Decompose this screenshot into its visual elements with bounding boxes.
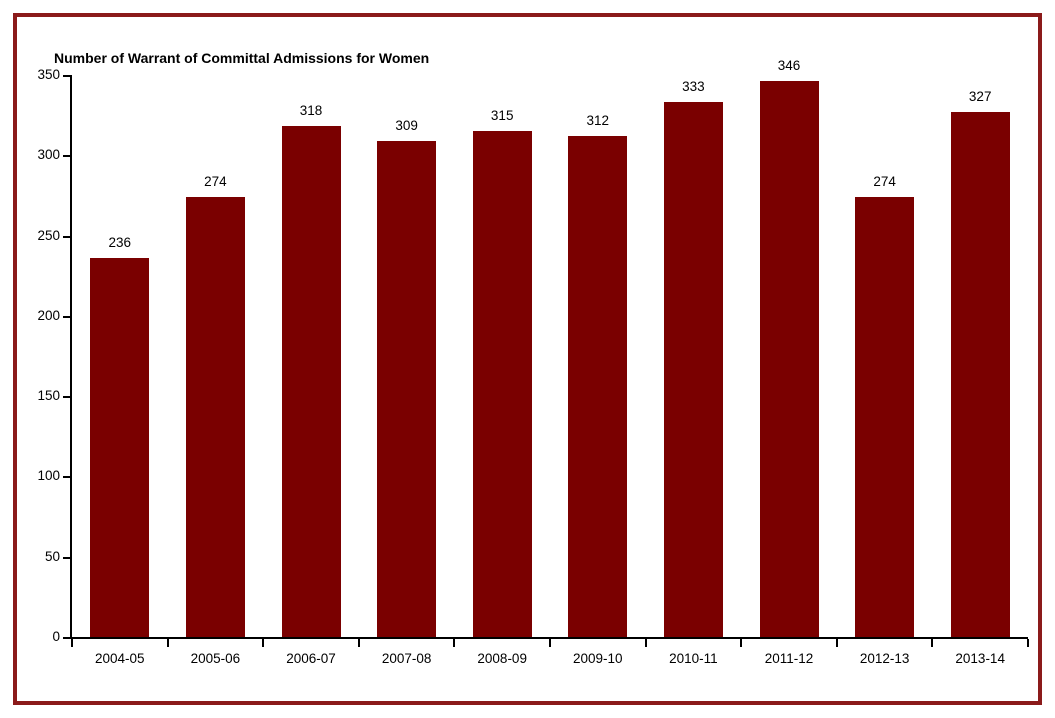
x-tick-mark (1027, 639, 1029, 647)
x-tick-label: 2007-08 (381, 651, 432, 666)
y-tick-label: 150 (37, 388, 60, 404)
y-tick-label: 250 (37, 227, 60, 243)
bar-value-label: 333 (682, 79, 705, 95)
y-tick-mark (63, 556, 70, 559)
y-tick-mark (63, 476, 70, 479)
x-tick-mark (262, 639, 265, 647)
bar (472, 131, 532, 637)
x-tick-mark (740, 639, 743, 647)
y-tick-mark (63, 235, 70, 238)
y-tick-mark (63, 637, 70, 639)
x-tick-label: 2012-13 (859, 651, 910, 666)
bar-value-label: 236 (108, 235, 132, 251)
x-tick-mark (453, 639, 456, 647)
x-tick-label: 2011-12 (764, 651, 814, 666)
x-tick-mark (644, 639, 647, 647)
y-tick-label: 350 (37, 67, 60, 82)
x-tick-label: 2006-07 (286, 651, 336, 666)
bar-value-label: 318 (299, 103, 323, 119)
bar-value-label: 312 (586, 113, 610, 129)
y-tick-mark (63, 75, 70, 77)
x-tick-label: 2009-10 (573, 651, 623, 666)
bar (568, 136, 628, 637)
bar (950, 111, 1010, 637)
bar-value-label: 346 (777, 58, 801, 74)
bar (663, 102, 723, 637)
x-tick-mark (357, 639, 360, 647)
y-tick-label: 50 (44, 548, 60, 564)
x-tick-mark (71, 639, 73, 647)
x-tick-mark (166, 639, 169, 647)
y-tick-label: 200 (37, 307, 60, 323)
x-tick-mark (835, 639, 838, 647)
bar-value-label: 274 (204, 174, 227, 190)
y-tick-label: 0 (52, 629, 60, 644)
bar (377, 140, 437, 637)
bar (855, 197, 915, 637)
chart-frame: Number of Warrant of Committal Admission… (13, 13, 1042, 705)
y-axis (70, 75, 72, 637)
chart-title: Number of Warrant of Committal Admission… (54, 50, 430, 66)
bar-value-label: 309 (395, 117, 418, 133)
bar (281, 126, 341, 637)
bar (90, 258, 150, 637)
bar (759, 81, 819, 637)
x-axis (70, 637, 1028, 639)
bar (185, 197, 245, 637)
y-tick-mark (63, 315, 70, 318)
bar-value-label: 315 (490, 108, 514, 124)
x-tick-label: 2008-09 (477, 651, 527, 666)
bar-value-label: 327 (968, 88, 992, 104)
x-tick-label: 2013-14 (955, 651, 1005, 666)
x-tick-label: 2010-11 (669, 651, 718, 666)
x-tick-label: 2005-06 (190, 651, 241, 666)
y-tick-mark (63, 155, 70, 158)
x-tick-mark (549, 639, 551, 647)
x-tick-mark (931, 639, 934, 647)
y-tick-label: 100 (37, 468, 60, 484)
y-tick-mark (63, 396, 70, 399)
bar-value-label: 274 (873, 174, 896, 190)
x-tick-label: 2004-05 (95, 651, 145, 666)
y-tick-label: 300 (37, 147, 60, 163)
